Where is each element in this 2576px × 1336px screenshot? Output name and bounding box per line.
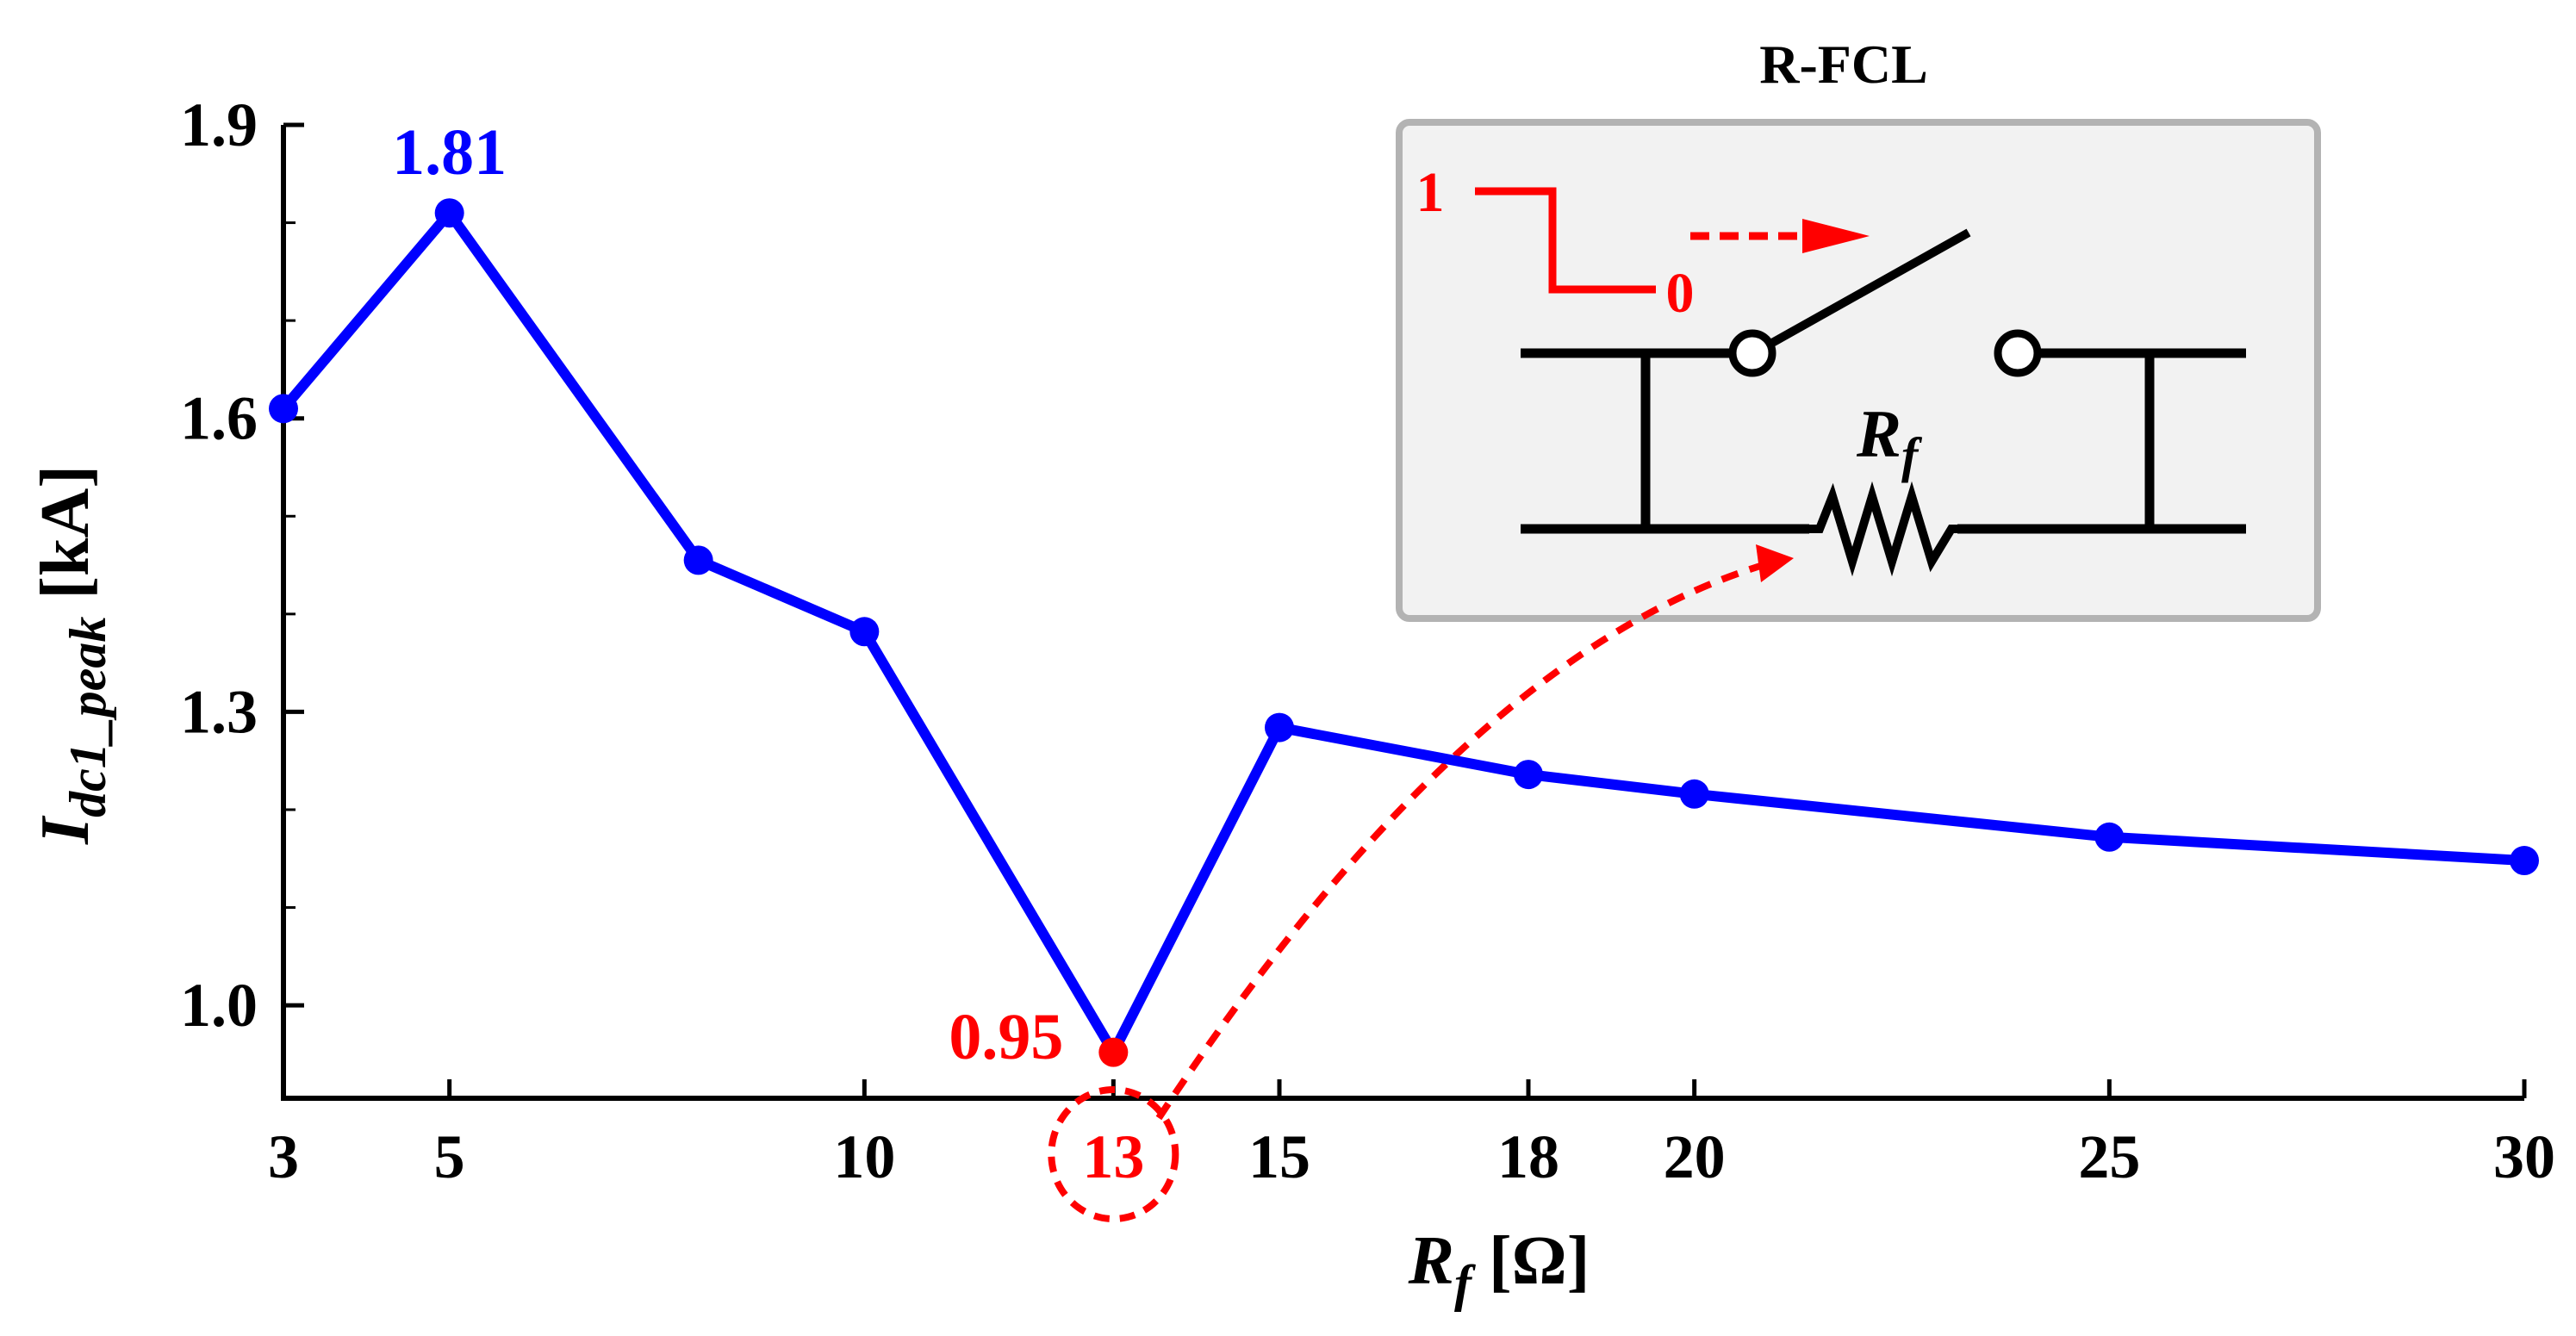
series-layer [269,198,2539,1067]
x-axis-label: Rf [Ω] [1408,1223,1590,1312]
data-point [434,198,464,228]
data-point [1514,760,1543,790]
x-tick-label: 15 [1248,1122,1310,1191]
step-signal [1475,187,1656,294]
data-point [1265,712,1294,743]
x-tick-label: 30 [2493,1122,2555,1191]
x-tick-label: 10 [833,1122,895,1191]
resistor-icon [1809,481,1957,577]
x-axis-label-unit: [Ω] [1472,1223,1590,1299]
highlight-curve [1155,561,1768,1121]
x-axis-label-main: R [1408,1223,1454,1299]
y-tick-label: 1.9 [180,90,258,159]
step-low-label: 0 [1666,262,1695,325]
y-axis-label-sub: dc1_peak [59,617,116,817]
highlight-circle [1048,1086,1179,1222]
y-axis-label-unit: [kA] [28,465,103,617]
y-tick-label: 1.3 [180,677,258,746]
y-ticks: 1.0 1.3 1.6 1.9 [180,90,304,1040]
x-tick-label-highlighted: 13 [1082,1122,1144,1191]
x-tick-label: 5 [434,1122,465,1191]
switch-blade [1770,228,1971,347]
x-tick-label: 18 [1497,1122,1559,1191]
data-point-highlighted [1098,1037,1129,1067]
x-ticks: 3 5 10 13 15 18 20 25 30 [268,1079,2555,1222]
data-point [269,394,298,424]
annotation-layer: 1.81 0.95 [392,116,1063,1073]
step-high-label: 1 [1416,161,1445,224]
data-label: 0.95 [949,1001,1063,1073]
x-tick-label: 3 [268,1122,299,1191]
step-arrowhead [1802,219,1870,253]
series-line [279,208,2525,1058]
highlight-arrow [1155,544,1794,1121]
x-tick-label: 25 [2078,1122,2140,1191]
y-tick-label: 1.6 [180,384,258,453]
y-tick-label: 1.0 [180,971,258,1040]
data-label: 1.81 [392,116,507,189]
inset-panel: R-FCL 1 0 Rf [1396,34,2321,622]
switch-contact-left [1728,329,1776,377]
switch-contact-right [1994,329,2042,377]
data-point [849,617,880,647]
data-point [1679,779,1709,809]
y-axis-label-main: I [28,815,103,845]
data-point [2510,846,2539,876]
resistor-label: Rf [1856,396,1923,483]
data-point [683,545,713,575]
highlight-arrowhead [1756,544,1794,582]
y-axis-label: Idc1_peak [kA] [28,465,116,845]
resistor-label-main: R [1856,396,1901,471]
axes: 1.01.31.61.9 3 5 10 13 15 18 20 25 30 [180,90,2555,1222]
x-tick-label: 20 [1664,1122,1726,1191]
data-point [2094,822,2125,852]
inset-box [1396,119,2321,622]
inset-title: R-FCL [1759,34,1928,95]
